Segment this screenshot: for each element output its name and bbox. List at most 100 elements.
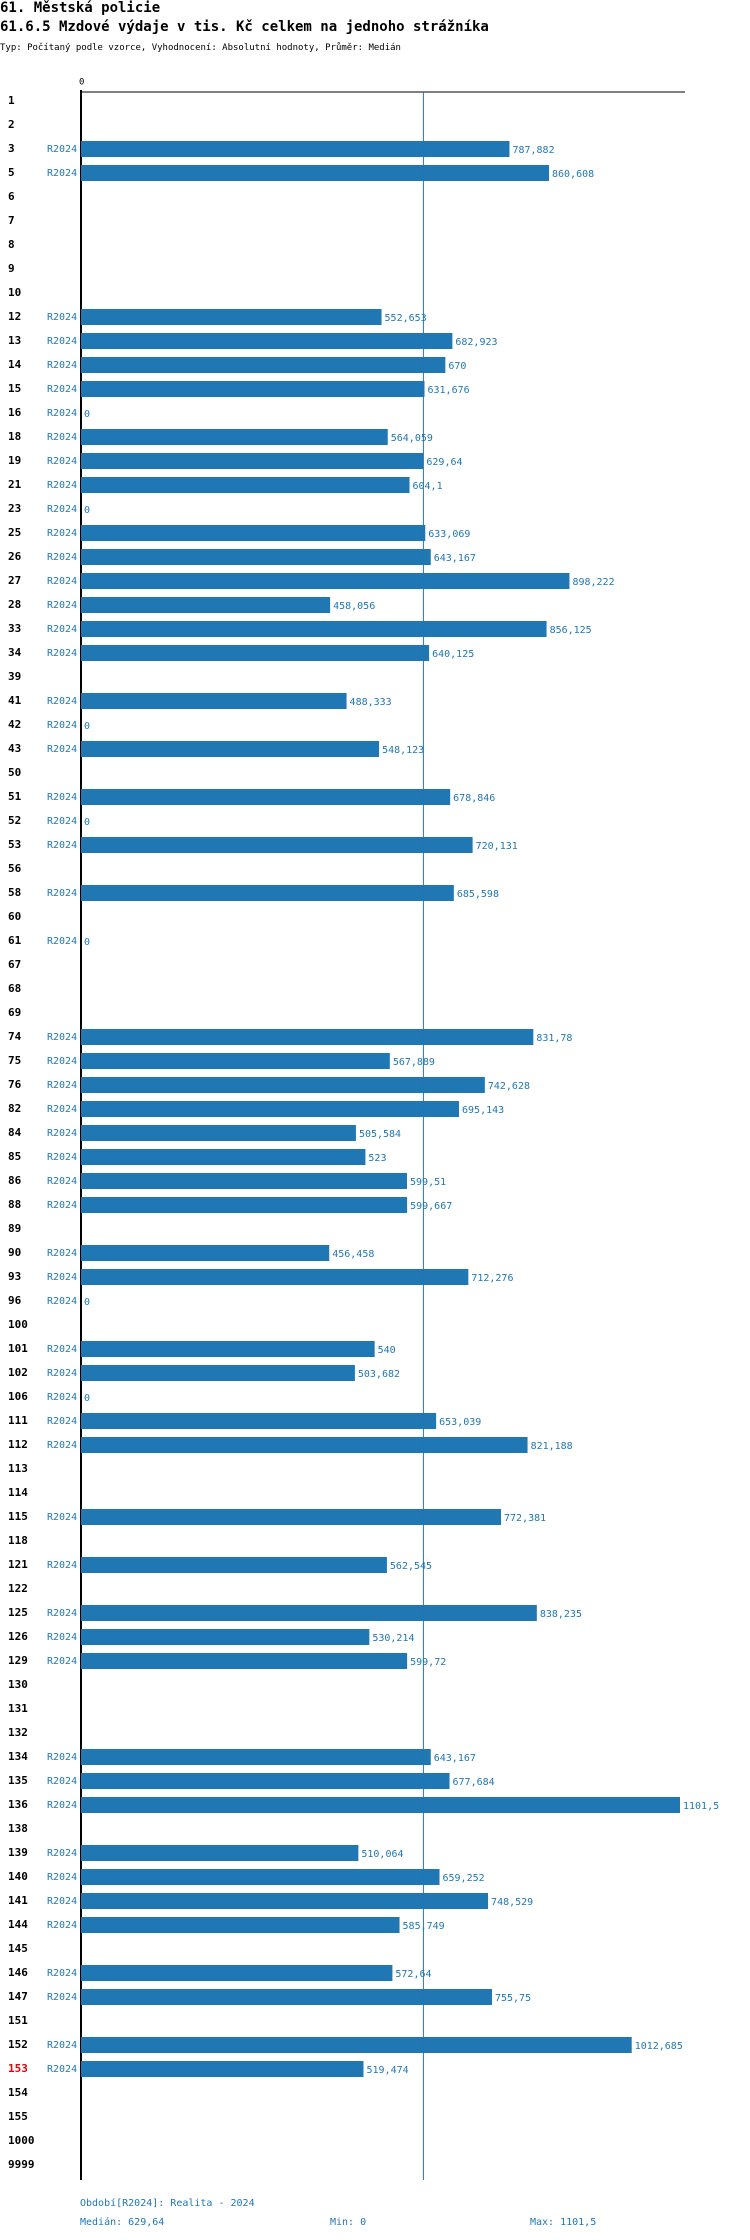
category-label: 90 — [8, 1246, 21, 1259]
series-label: R2024 — [47, 312, 77, 323]
category-label: 126 — [8, 1630, 28, 1643]
series-label: R2024 — [47, 1872, 77, 1883]
series-label: R2024 — [47, 1656, 77, 1667]
category-label: 75 — [8, 1054, 21, 1067]
series-label: R2024 — [47, 480, 77, 491]
category-label: 26 — [8, 550, 22, 563]
bar — [81, 2061, 364, 2077]
series-label: R2024 — [47, 720, 77, 731]
category-label: 136 — [8, 1798, 28, 1811]
category-label: 141 — [8, 1894, 28, 1907]
category-label: 13 — [8, 334, 21, 347]
value-label: 0 — [84, 409, 90, 420]
bar — [81, 789, 451, 805]
series-label: R2024 — [47, 1512, 77, 1523]
category-label: 147 — [8, 1990, 28, 2003]
category-label: 132 — [8, 1726, 28, 1739]
category-label: 74 — [8, 1030, 22, 1043]
series-label: R2024 — [47, 1272, 77, 1283]
series-label: R2024 — [47, 1992, 77, 2003]
category-label: 41 — [8, 694, 22, 707]
value-label: 682,923 — [455, 337, 497, 348]
series-label: R2024 — [47, 1104, 77, 1115]
value-label: 0 — [84, 1393, 90, 1404]
category-label: 52 — [8, 814, 21, 827]
value-label: 1012,685 — [635, 2041, 683, 2052]
bar — [81, 381, 425, 397]
value-label: 720,131 — [476, 841, 518, 852]
series-label: R2024 — [47, 1032, 77, 1043]
category-label: 7 — [8, 214, 15, 227]
series-label: R2024 — [47, 1776, 77, 1787]
category-label: 61 — [8, 934, 22, 947]
bar — [81, 357, 446, 373]
series-label: R2024 — [47, 1200, 77, 1211]
value-label: 712,276 — [471, 1273, 513, 1284]
value-label: 772,381 — [504, 1513, 546, 1524]
bar — [81, 1269, 469, 1285]
category-label: 130 — [8, 1678, 28, 1691]
series-label: R2024 — [47, 432, 77, 443]
footer-period: Období[R2024]: Realita - 2024 — [80, 2198, 255, 2209]
category-label: 3 — [8, 142, 15, 155]
category-label: 28 — [8, 598, 21, 611]
series-label: R2024 — [47, 1152, 77, 1163]
value-label: 633,069 — [428, 529, 470, 540]
category-label: 100 — [8, 1318, 28, 1331]
series-label: R2024 — [47, 144, 77, 155]
bar — [81, 1437, 528, 1453]
category-label: 102 — [8, 1366, 28, 1379]
series-label: R2024 — [47, 576, 77, 587]
series-label: R2024 — [47, 1128, 77, 1139]
bar — [81, 1173, 408, 1189]
page-title: 61. Městská policie — [0, 0, 161, 16]
category-label: 8 — [8, 238, 15, 251]
series-label: R2024 — [47, 528, 77, 539]
series-label: R2024 — [47, 360, 77, 371]
category-label: 139 — [8, 1846, 28, 1859]
category-label: 86 — [8, 1174, 22, 1187]
bar — [81, 1149, 366, 1165]
series-label: R2024 — [47, 840, 77, 851]
value-label: 0 — [84, 721, 90, 732]
category-label: 9999 — [8, 2158, 35, 2171]
category-label: 9 — [8, 262, 15, 275]
value-label: 599,51 — [410, 1177, 446, 1188]
category-label: 138 — [8, 1822, 28, 1835]
bar — [81, 1077, 485, 1093]
bar — [81, 1869, 440, 1885]
category-label: 34 — [8, 646, 22, 659]
bar — [81, 645, 430, 661]
category-label: 82 — [8, 1102, 21, 1115]
category-label: 15 — [8, 382, 21, 395]
value-label: 643,167 — [434, 1753, 476, 1764]
chart-meta: Typ: Počítaný podle vzorce, Vyhodnocení:… — [0, 43, 401, 53]
value-label: 898,222 — [572, 577, 614, 588]
series-label: R2024 — [47, 936, 77, 947]
bar — [81, 1845, 359, 1861]
value-label: 629,64 — [426, 457, 462, 468]
bar — [81, 165, 550, 181]
category-label: 112 — [8, 1438, 28, 1451]
category-label: 154 — [8, 2086, 28, 2099]
series-label: R2024 — [47, 792, 77, 803]
bar — [81, 1989, 492, 2005]
series-label: R2024 — [47, 552, 77, 563]
bar — [81, 1605, 537, 1621]
series-label: R2024 — [47, 1632, 77, 1643]
category-label: 129 — [8, 1654, 28, 1667]
value-label: 640,125 — [432, 649, 474, 660]
series-label: R2024 — [47, 600, 77, 611]
category-label: 118 — [8, 1534, 28, 1547]
category-label: 115 — [8, 1510, 28, 1523]
bar — [81, 1053, 390, 1069]
category-label: 33 — [8, 622, 21, 635]
series-label: R2024 — [47, 408, 77, 419]
series-label: R2024 — [47, 1800, 77, 1811]
axis-zero-label: 0 — [79, 78, 84, 88]
category-label: 146 — [8, 1966, 28, 1979]
bar — [81, 309, 382, 325]
bar — [81, 1749, 431, 1765]
series-label: R2024 — [47, 1368, 77, 1379]
value-label: 567,889 — [393, 1057, 435, 1068]
